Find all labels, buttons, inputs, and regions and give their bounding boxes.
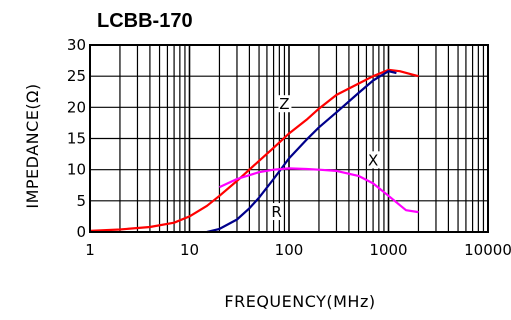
y-tick-label: 0	[76, 223, 86, 241]
curve-label-bg	[278, 95, 292, 113]
y-tick-label: 25	[67, 67, 86, 85]
y-tick-label: 5	[76, 192, 86, 210]
y-tick-label: 15	[67, 130, 86, 148]
plot-frame	[89, 44, 489, 233]
grid	[89, 45, 488, 232]
curve-labels: Z R X	[270, 95, 381, 221]
chart-title: LCBB-170	[97, 10, 193, 32]
y-tick-label: 30	[67, 36, 86, 54]
y-tick-label: 10	[67, 161, 86, 179]
x-tick-label: 10	[180, 241, 199, 259]
curve-label-z: Z	[279, 95, 289, 113]
y-axis-label: IMPEDANCE(Ω)	[23, 83, 42, 208]
x-axis-label: FREQUENCY(MHz)	[224, 292, 375, 311]
x-tick-label: 100	[275, 241, 304, 259]
curve-label-bg	[270, 203, 284, 221]
x-tick-label: 1000	[369, 241, 407, 259]
curves	[89, 68, 419, 234]
series-line-x	[219, 167, 419, 214]
series-line-z	[89, 68, 419, 232]
curve-label-r: R	[271, 203, 281, 221]
curve-label-bg	[367, 151, 381, 169]
series-line-r	[206, 70, 397, 234]
x-tick-label: 10000	[464, 241, 511, 259]
y-tick-label: 20	[67, 98, 86, 116]
x-tick-label: 1	[85, 241, 95, 259]
curve-label-x: X	[368, 151, 378, 169]
tick-labels: 1 10 100 1000 10000 0 5 10 15 20 25 30	[67, 36, 511, 259]
